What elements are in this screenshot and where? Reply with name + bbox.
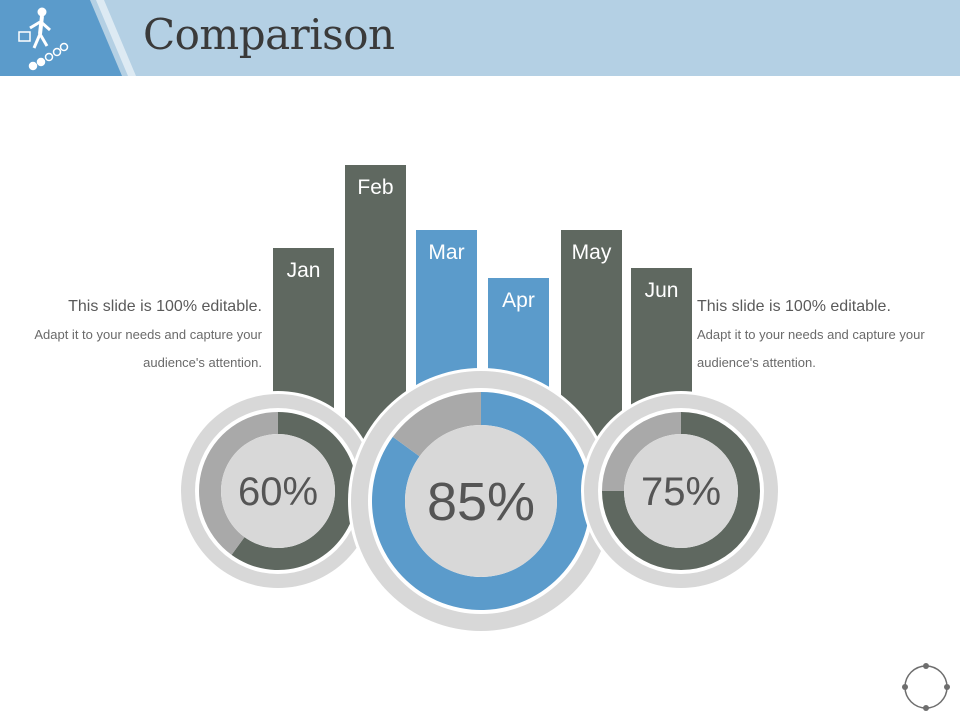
donut-60-: 60% [178, 391, 378, 591]
donut-75-: 75% [581, 391, 781, 591]
text-left-body: Adapt it to your needs and capture your … [34, 327, 262, 370]
donut-label: 85% [427, 472, 535, 532]
page-title: Comparison [143, 10, 395, 59]
bar-label-apr: Apr [502, 289, 535, 312]
text-left-headline: This slide is 100% editable. [68, 298, 262, 315]
bar-label-mar: Mar [428, 241, 464, 264]
bar-label-jan: Jan [287, 259, 321, 282]
bar-label-may: May [572, 241, 612, 264]
donut-center [221, 434, 335, 548]
businessman-climbing-icon [18, 7, 69, 71]
donut-label: 75% [641, 470, 721, 514]
header-bar [0, 0, 960, 76]
donut-center [405, 425, 557, 577]
header-accent [0, 0, 136, 76]
text-right-headline: This slide is 100% editable. [697, 298, 891, 315]
text-block-left: This slide is 100% editable. Adapt it to… [22, 297, 262, 377]
donut-value-arc [372, 392, 590, 610]
bar-label-jun: Jun [645, 279, 679, 302]
text-right-body: Adapt it to your needs and capture your … [697, 327, 925, 370]
donut-value-arc [231, 412, 357, 570]
bar-label-feb: Feb [357, 176, 393, 199]
donut-remainder-arc [602, 412, 681, 491]
donut-remainder-arc [392, 392, 481, 457]
navigation-circle-icon[interactable] [900, 661, 952, 713]
text-block-right: This slide is 100% editable. Adapt it to… [697, 297, 937, 377]
donut-85-: 85% [348, 368, 614, 634]
donut-center [624, 434, 738, 548]
donut-remainder-arc [198, 412, 278, 555]
donut-label: 60% [238, 470, 318, 514]
